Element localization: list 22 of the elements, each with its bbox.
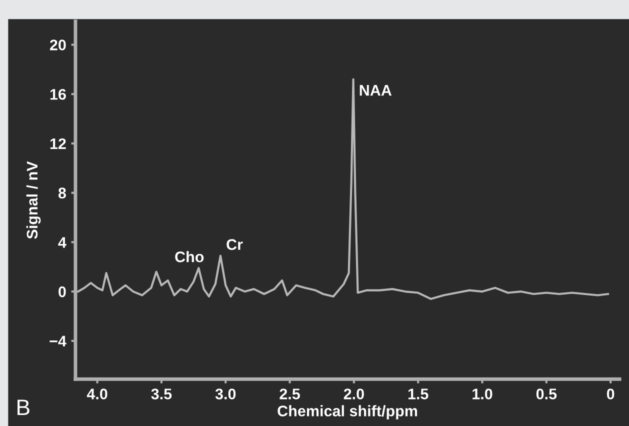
annotation: Cho	[175, 251, 204, 262]
x-tick-label: 4.0	[86, 388, 108, 400]
y-axis-title: Signal / nV	[26, 161, 41, 239]
x-tick-label: 3.0	[215, 388, 236, 400]
y-tick-label: 12	[50, 138, 66, 149]
y-tick-label: 16	[50, 88, 66, 100]
x-tick-label: 0	[606, 388, 614, 400]
annotation: Cr	[226, 239, 243, 250]
x-tick-label: 0.5	[536, 388, 557, 400]
y-tick-label: 8	[58, 188, 66, 199]
y-tick-label: 20	[50, 40, 66, 50]
text: B	[18, 400, 30, 415]
x-tick-label: 1.0	[472, 388, 492, 400]
x-tick-label: 1.5	[408, 388, 428, 400]
y-tick-label: 0	[58, 286, 66, 298]
x-tick-label: 2.5	[280, 388, 300, 400]
x-tick-label: 3.5	[151, 388, 172, 400]
y-tick-label: −4	[50, 336, 66, 346]
x-tick-label: 2.0	[344, 388, 364, 400]
x-axis-title: Chemical shift/ppm	[278, 405, 418, 420]
y-tick-label: 4	[58, 237, 66, 248]
annotation: NAA	[360, 85, 392, 96]
